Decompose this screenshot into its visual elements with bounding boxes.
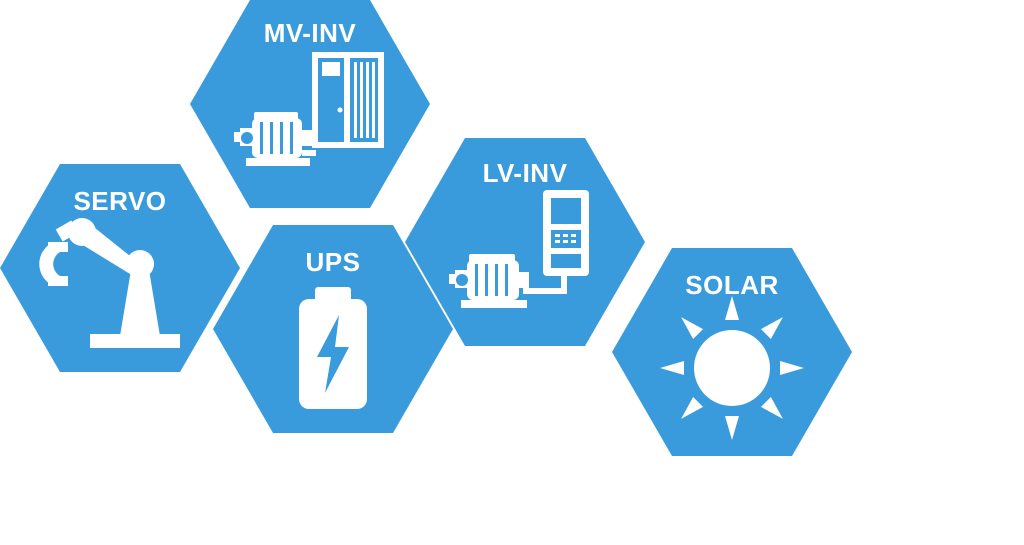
hex-infographic: SERVO	[0, 0, 1024, 545]
hex-solar: SOLAR	[612, 248, 852, 456]
hex-mvinv: MV-INV	[190, 0, 430, 208]
hex-label-lvinv: LV-INV	[483, 158, 568, 189]
hex-label-mvinv: MV-INV	[264, 18, 357, 49]
hex-label-solar: SOLAR	[685, 270, 779, 301]
hex-lvinv: LV-INV	[405, 138, 645, 346]
hex-label-ups: UPS	[306, 247, 361, 278]
hex-label-servo: SERVO	[73, 186, 166, 217]
